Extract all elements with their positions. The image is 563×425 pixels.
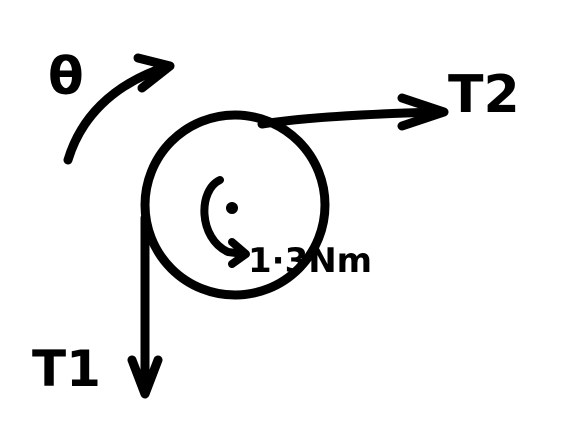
rotation-arrow [63,53,175,165]
t1-label: T1 [32,340,101,398]
pulley-hub [226,202,238,214]
tension-t2-arrow [257,93,449,131]
tension-t1-arrow [127,213,163,399]
theta-label: θ [48,47,84,107]
torque-label: 1·3Nm [248,241,372,281]
torque-arrow [200,176,250,268]
pulley-wheel [140,110,330,300]
t2-label: T2 [448,65,520,125]
